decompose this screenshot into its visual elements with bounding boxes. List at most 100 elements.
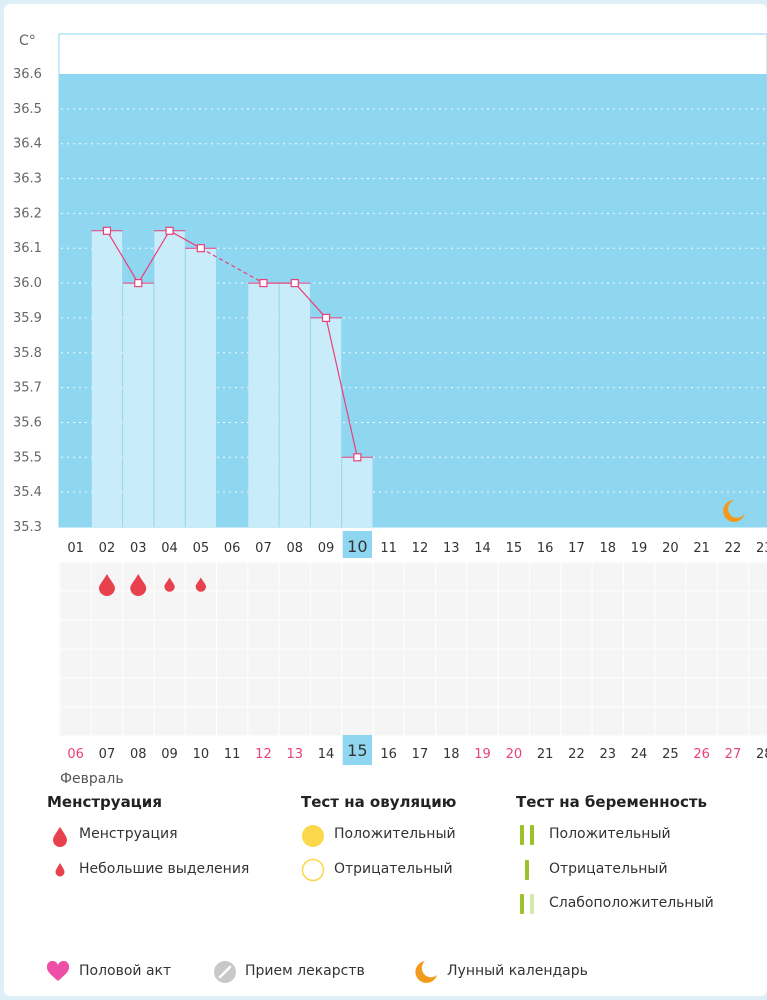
cycle-day-label: 12 bbox=[412, 541, 429, 556]
cycle-day-label: 22 bbox=[725, 541, 742, 556]
temperature-bar bbox=[154, 230, 185, 528]
calendar-date-label: 16 bbox=[380, 747, 397, 762]
calendar-date-label: 17 bbox=[412, 747, 429, 762]
calendar-date-label: 12 bbox=[255, 747, 272, 762]
data-point bbox=[196, 244, 205, 253]
current-cycle-day-highlight bbox=[342, 531, 372, 558]
y-unit-label: C° bbox=[19, 33, 36, 49]
cycle-day-label: 05 bbox=[193, 541, 210, 556]
legend-label-medication: Прием лекарств bbox=[245, 963, 365, 979]
calendar-date-label: 13 bbox=[286, 747, 303, 762]
series-line-dashed bbox=[200, 247, 264, 284]
cycle-day-label: 04 bbox=[161, 541, 178, 556]
calendar-date-label: 25 bbox=[662, 747, 679, 762]
legend-label-lunar-calendar: Лунный календарь bbox=[447, 963, 588, 979]
y-tick-label: 36.2 bbox=[13, 206, 42, 221]
y-tick-label: 36.6 bbox=[13, 67, 42, 82]
current-date-highlight bbox=[342, 735, 372, 765]
menstruation-drop bbox=[130, 574, 147, 596]
series-line bbox=[294, 282, 327, 319]
legend-label-pregnancy-negative: Отрицательный bbox=[549, 861, 668, 877]
outline-circle-icon bbox=[301, 858, 325, 882]
temperature-bar bbox=[310, 317, 342, 527]
legend-label-pregnancy-positive: Положительный bbox=[549, 826, 671, 842]
legend-label-menstruation: Менструация bbox=[79, 826, 178, 842]
data-point bbox=[290, 278, 299, 288]
light-discharge-drop bbox=[195, 577, 207, 592]
heart-icon bbox=[46, 961, 70, 981]
y-tick-label: 35.5 bbox=[13, 450, 42, 465]
cycle-day-label: 13 bbox=[443, 541, 460, 556]
calendar-date-label: 23 bbox=[599, 747, 616, 762]
calendar-date-label: 08 bbox=[130, 747, 147, 762]
y-tick-label: 35.7 bbox=[13, 381, 42, 396]
calendar-date-label: 07 bbox=[99, 747, 116, 762]
data-point bbox=[102, 226, 112, 235]
legend-label-pregnancy-weak: Слабоположительный bbox=[549, 895, 714, 911]
moon-marker bbox=[723, 499, 745, 522]
y-tick-label: 35.9 bbox=[13, 311, 42, 326]
legend-title-pregnancy: Тест на беременность bbox=[516, 793, 708, 811]
calendar-date-label: 20 bbox=[506, 747, 523, 762]
y-tick-label: 35.6 bbox=[13, 415, 42, 430]
data-point bbox=[353, 453, 362, 462]
cycle-day-label: 17 bbox=[568, 541, 585, 556]
cycle-day-label: 14 bbox=[474, 541, 491, 556]
data-point bbox=[321, 313, 331, 323]
cycle-day-label: 23 bbox=[756, 541, 767, 556]
legend-label-ovulation-positive: Положительный bbox=[334, 826, 456, 842]
faint-bars-icon bbox=[520, 894, 534, 914]
calendar-date-label: 27 bbox=[725, 747, 742, 762]
month-label: Февраль bbox=[60, 771, 124, 787]
calendar-date-label: 19 bbox=[474, 747, 491, 762]
y-tick-label: 36.0 bbox=[13, 276, 42, 291]
temperature-bar bbox=[279, 283, 310, 527]
data-point bbox=[165, 226, 174, 235]
cycle-day-label: 19 bbox=[631, 541, 648, 556]
y-tick-label: 36.3 bbox=[13, 172, 42, 187]
data-point bbox=[134, 278, 143, 288]
menstruation-drop bbox=[98, 574, 115, 596]
cycle-day-label: 15 bbox=[506, 541, 523, 556]
cycle-day-label: 20 bbox=[662, 541, 679, 556]
calendar-date-label: 24 bbox=[631, 747, 648, 762]
temperature-bar bbox=[91, 230, 123, 528]
cycle-day-label: 16 bbox=[537, 541, 554, 556]
calendar-date-label: 18 bbox=[443, 747, 460, 762]
calendar-date-label: 06 bbox=[67, 747, 84, 762]
calendar-date-label: 10 bbox=[193, 747, 210, 762]
temperature-bar bbox=[342, 457, 373, 527]
y-tick-label: 36.1 bbox=[13, 241, 42, 256]
calendar-date-label: 26 bbox=[693, 747, 710, 762]
cycle-day-label: 07 bbox=[255, 541, 272, 556]
y-tick-label: 36.4 bbox=[13, 137, 42, 152]
legend-title-menstruation: Менструация bbox=[47, 793, 162, 811]
light-discharge-drop bbox=[164, 577, 175, 592]
y-tick-label: 35.4 bbox=[13, 485, 42, 500]
series-line bbox=[169, 230, 202, 249]
cycle-day-label: 02 bbox=[99, 541, 116, 556]
legend-label-ovulation-negative: Отрицательный bbox=[334, 861, 453, 877]
calendar-date-label: 22 bbox=[568, 747, 585, 762]
data-point bbox=[259, 278, 268, 288]
y-tick-label: 35.8 bbox=[13, 346, 42, 361]
legend-label-light-discharge: Небольшие выделения bbox=[79, 861, 250, 877]
legend-label-intercourse: Половой акт bbox=[79, 963, 172, 979]
legend-title-ovulation: Тест на овуляцию bbox=[301, 793, 457, 811]
cycle-day-label: 10 bbox=[347, 537, 367, 556]
bbt-chart: 36.6 36.5 36.4 36.3 36.2 36.1 36.0 35.9 35.8 35.7… bbox=[13, 33, 767, 787]
small-drop-icon bbox=[55, 863, 65, 877]
cycle-day-label: 21 bbox=[693, 541, 710, 556]
series-line bbox=[106, 230, 139, 284]
temperature-bar bbox=[185, 248, 216, 527]
cycle-day-label: 18 bbox=[599, 541, 616, 556]
moon-icon bbox=[415, 961, 437, 983]
calendar-date-label: 15 bbox=[347, 741, 367, 760]
y-tick-label: 36.5 bbox=[13, 102, 42, 117]
pill-icon bbox=[214, 961, 236, 983]
calendar-date-label: 14 bbox=[318, 747, 335, 762]
calendar-date-label: 09 bbox=[161, 747, 178, 762]
calendar-date-label: 28 bbox=[756, 747, 767, 762]
cycle-day-label: 01 bbox=[67, 541, 84, 556]
calendar-date-label: 21 bbox=[537, 747, 554, 762]
